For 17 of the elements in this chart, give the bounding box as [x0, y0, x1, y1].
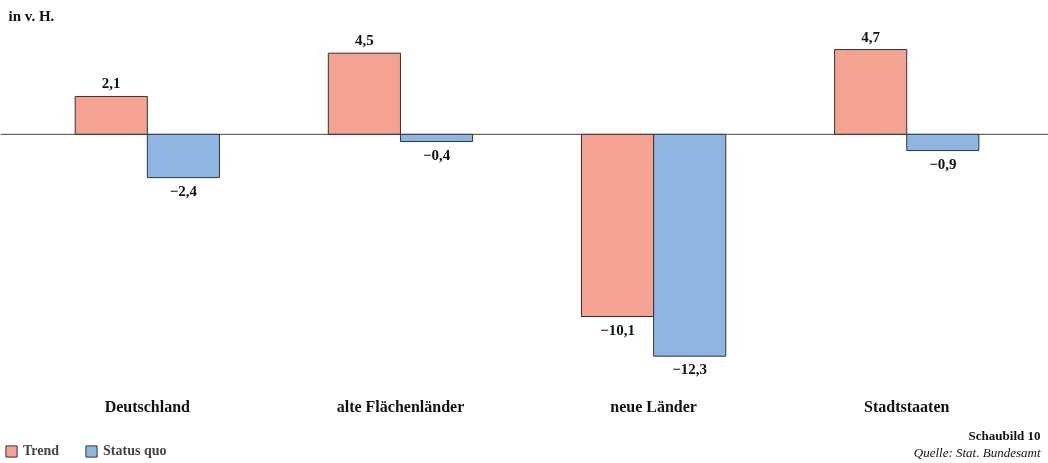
data-label: −2,4 — [169, 182, 198, 199]
x-tick-label: Stadtstaaten — [864, 398, 950, 416]
data-label: 2,1 — [101, 75, 121, 92]
data-label: −0,4 — [422, 146, 451, 163]
y-axis-title: in v. H. — [8, 7, 55, 24]
legend-label: Trend — [23, 443, 60, 459]
data-label: −10,1 — [600, 321, 635, 338]
x-tick-label: neue Länder — [610, 398, 697, 416]
data-label: −12,3 — [672, 361, 708, 378]
text: Schaubild 10 — [968, 427, 1041, 443]
source-note: Quelle: Stat. Bundesamt — [913, 444, 1041, 460]
data-label: 4,7 — [861, 28, 881, 45]
data-label: −0,9 — [929, 155, 957, 172]
legend-label: Status quo — [103, 443, 167, 459]
data-label: 4,5 — [355, 32, 374, 49]
x-tick-label: alte Flächenländer — [336, 398, 465, 416]
x-tick-label: Deutschland — [104, 398, 191, 416]
